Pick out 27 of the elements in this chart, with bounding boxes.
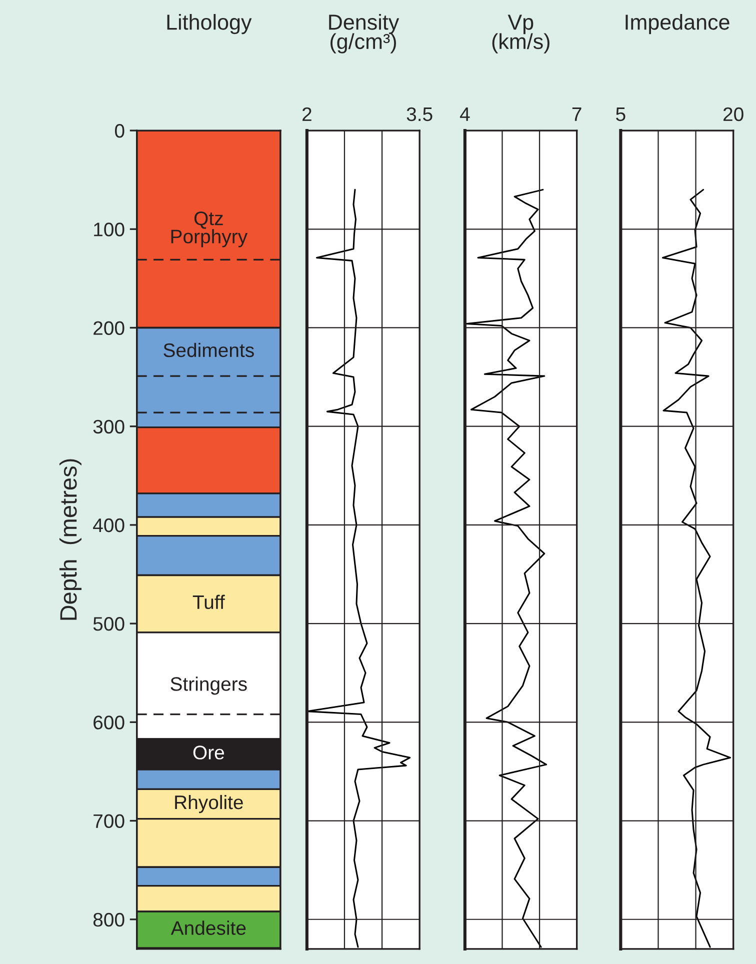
y-tick-label: 600	[94, 716, 124, 730]
x-tick-label: 2	[302, 107, 312, 121]
y-tick-label: 700	[94, 814, 124, 828]
y-tick-label: 0	[114, 124, 124, 138]
x-tick-label: 20	[723, 107, 744, 122]
y-tick-label: 400	[93, 518, 124, 532]
chart-title: Density (g/cm³)	[329, 14, 400, 54]
y-tick-label: 200	[94, 321, 124, 335]
x-tick-label: 7	[572, 108, 582, 121]
series-label: Andesite	[170, 920, 246, 935]
y-tick-label: 300	[93, 420, 124, 434]
series-label: Stringers	[170, 676, 247, 695]
chart-title: Vp (km/s)	[492, 14, 550, 54]
series-label: Ore	[193, 746, 224, 760]
series-label: Rhyolite	[175, 794, 243, 814]
series-label: Sediments	[164, 342, 254, 358]
series-label: Tuff	[192, 594, 225, 610]
y-axis-title: Depth (metres)	[59, 459, 82, 620]
x-tick-label: 5	[616, 108, 626, 122]
x-tick-label: 3.5	[406, 107, 432, 122]
y-tick-label: 500	[93, 617, 124, 631]
x-tick-label: 4	[460, 108, 470, 121]
y-tick-label: 100	[94, 222, 124, 236]
chart-title: Lithology	[167, 14, 252, 34]
series-label: Qtz Porphyry	[171, 212, 248, 248]
chart-title: Impedance	[626, 14, 730, 34]
y-tick-label: 800	[93, 912, 124, 927]
